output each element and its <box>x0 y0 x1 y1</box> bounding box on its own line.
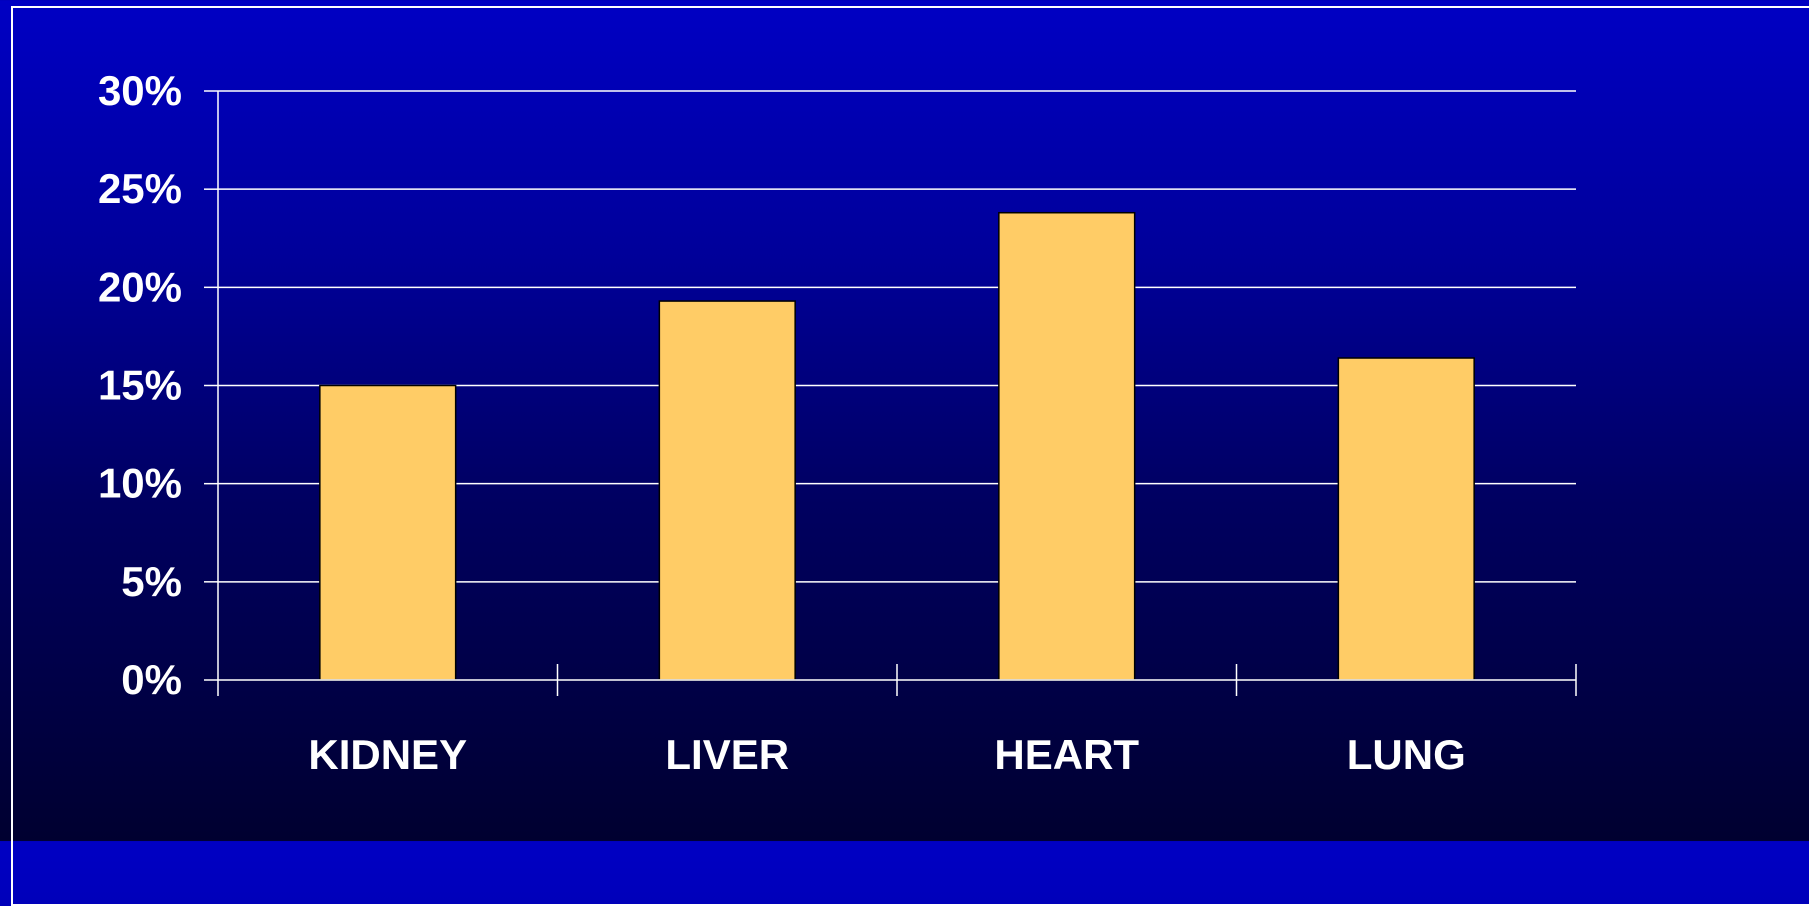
x-tick-labels: KIDNEY LIVER HEART LUNG <box>308 731 1465 778</box>
y-tick-label: 0% <box>121 656 182 703</box>
y-tick-label: 20% <box>98 263 182 310</box>
x-tick-label: KIDNEY <box>308 731 467 778</box>
bar-kidney <box>319 384 457 681</box>
y-tick-label: 15% <box>98 362 182 409</box>
x-tick-label: LIVER <box>665 731 789 778</box>
axes <box>204 90 1577 696</box>
bar-heart <box>998 211 1136 681</box>
bar-lung <box>1337 357 1475 681</box>
y-tick-label: 10% <box>98 460 182 507</box>
y-tick-label: 25% <box>98 165 182 212</box>
bar-chart: 0% 5% 10% 15% 20% 25% 30% KIDNEY LIVER HEART LUNG <box>98 67 1577 778</box>
x-tick-label: HEART <box>994 731 1139 778</box>
bar-liver <box>658 300 796 681</box>
bars <box>319 211 1475 681</box>
x-tick-label: LUNG <box>1347 731 1466 778</box>
y-tick-labels: 0% 5% 10% 15% 20% 25% 30% <box>98 67 182 703</box>
y-tick-label: 30% <box>98 67 182 114</box>
y-tick-label: 5% <box>121 558 182 605</box>
